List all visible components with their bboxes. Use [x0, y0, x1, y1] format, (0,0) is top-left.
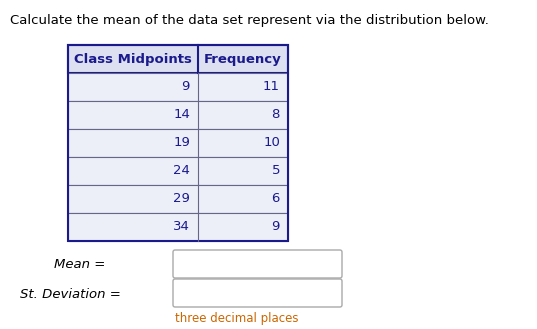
- Text: 24: 24: [173, 164, 190, 178]
- FancyBboxPatch shape: [173, 279, 342, 307]
- Text: St. Deviation =: St. Deviation =: [20, 288, 121, 300]
- Bar: [68, 45, 288, 241]
- Text: Calculate the mean of the data set represent via the distribution below.: Calculate the mean of the data set repre…: [10, 14, 489, 27]
- Bar: [68, 213, 288, 241]
- Text: 5: 5: [272, 164, 280, 178]
- Bar: [68, 157, 288, 185]
- Text: 29: 29: [173, 192, 190, 206]
- Text: 19: 19: [173, 137, 190, 149]
- Text: Mean =: Mean =: [54, 258, 105, 270]
- Text: 34: 34: [173, 220, 190, 234]
- Text: Class Midpoints: Class Midpoints: [74, 53, 192, 65]
- Text: 11: 11: [263, 81, 280, 93]
- Bar: [68, 73, 288, 101]
- Text: 8: 8: [272, 109, 280, 121]
- Bar: [68, 45, 288, 73]
- Text: three decimal places: three decimal places: [175, 312, 299, 325]
- Text: Frequency: Frequency: [204, 53, 282, 65]
- Bar: [68, 129, 288, 157]
- Text: 9: 9: [182, 81, 190, 93]
- Text: 6: 6: [272, 192, 280, 206]
- Bar: [68, 101, 288, 129]
- FancyBboxPatch shape: [173, 250, 342, 278]
- Text: 10: 10: [263, 137, 280, 149]
- Bar: [68, 185, 288, 213]
- Text: 9: 9: [272, 220, 280, 234]
- Text: 14: 14: [173, 109, 190, 121]
